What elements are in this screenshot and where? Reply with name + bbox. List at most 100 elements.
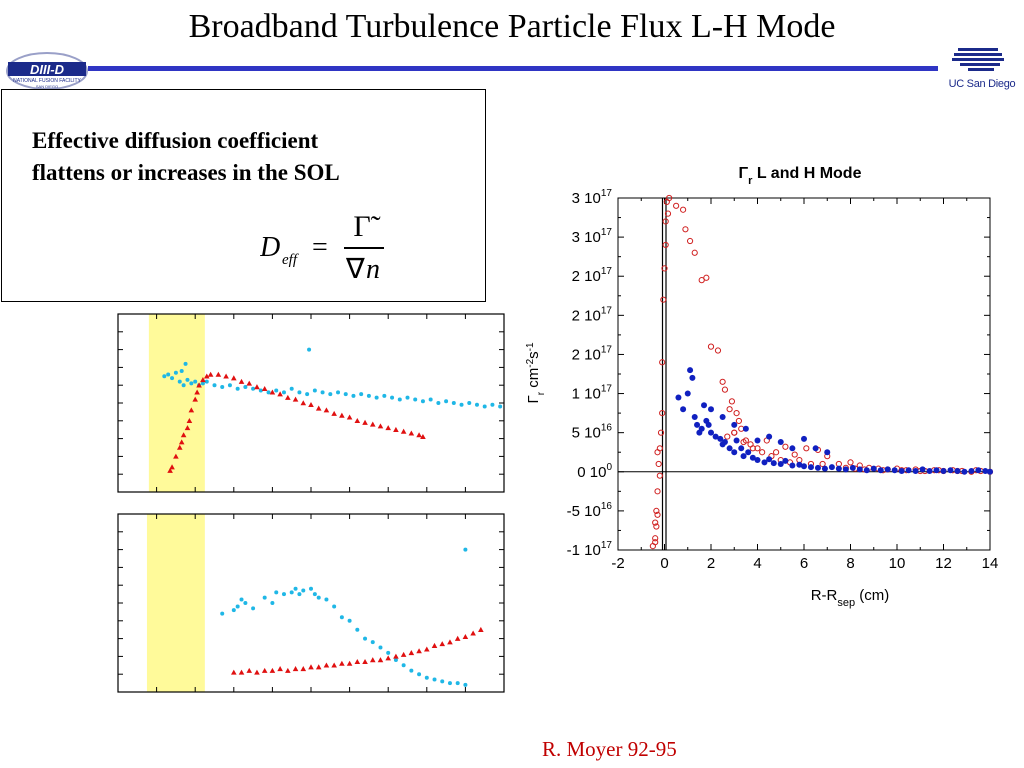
data-point	[270, 601, 275, 605]
upper-profile-chart	[117, 313, 505, 493]
data-point	[777, 439, 784, 446]
data-point	[714, 347, 722, 354]
chart-title-symbol: Γ	[739, 165, 749, 182]
data-point	[721, 386, 729, 393]
x-axis-label: R-Rsep (cm)	[811, 587, 890, 609]
data-point	[821, 465, 828, 472]
data-point	[238, 669, 245, 675]
logo-bar	[8, 62, 86, 76]
y-tick-label: 2 1017	[572, 305, 613, 324]
data-point	[807, 464, 814, 471]
data-point	[652, 535, 659, 542]
data-point	[343, 392, 348, 397]
data-point	[331, 662, 337, 668]
data-point	[687, 367, 694, 374]
data-point	[324, 597, 329, 602]
data-point	[258, 388, 263, 393]
data-point	[733, 437, 740, 444]
credit-text: R. Moyer 92-95	[542, 737, 677, 761]
data-point	[315, 664, 322, 670]
data-point	[269, 389, 276, 395]
data-point	[312, 592, 317, 597]
data-point	[328, 392, 333, 397]
data-point	[204, 379, 209, 384]
data-point	[828, 464, 835, 471]
data-point	[652, 539, 659, 546]
data-point	[726, 406, 733, 413]
data-point	[975, 467, 982, 474]
data-point	[754, 445, 761, 452]
formula-nabla: ∇	[345, 254, 365, 285]
data-point	[498, 404, 503, 409]
logo-stripes	[952, 48, 1004, 71]
data-point	[420, 399, 425, 404]
data-point	[292, 666, 299, 672]
data-point	[351, 393, 356, 398]
data-point	[712, 433, 719, 440]
data-point	[463, 682, 468, 687]
data-point	[789, 462, 796, 469]
data-point	[374, 395, 379, 400]
data-point	[183, 361, 188, 366]
data-point	[416, 432, 422, 438]
data-point	[305, 392, 310, 397]
diii-d-logo-icon: DIII-D NATIONAL FUSION FACILITY SAN DIEG…	[6, 52, 88, 90]
data-point	[366, 393, 371, 398]
data-point	[377, 657, 384, 663]
data-point	[370, 640, 375, 645]
data-point	[170, 376, 175, 381]
data-point	[177, 379, 182, 384]
data-point	[738, 445, 745, 452]
data-point	[431, 642, 438, 648]
separatrix-band	[148, 314, 205, 492]
x-tick-label: 4	[753, 555, 761, 572]
data-point	[884, 466, 891, 473]
data-point	[167, 467, 173, 473]
data-point	[777, 460, 784, 467]
data-point	[735, 417, 742, 425]
data-point	[721, 439, 728, 446]
data-point	[814, 464, 821, 471]
data-point	[694, 421, 701, 428]
data-point	[451, 401, 456, 405]
data-point	[162, 374, 167, 379]
data-point	[703, 274, 710, 281]
data-point	[339, 412, 345, 418]
data-point	[220, 611, 225, 616]
data-point	[354, 418, 361, 424]
data-point	[235, 604, 240, 609]
data-point	[926, 467, 933, 474]
data-point	[231, 669, 237, 675]
data-point	[307, 347, 312, 352]
data-point	[661, 265, 668, 272]
data-point	[393, 426, 399, 432]
data-point	[178, 439, 185, 445]
data-point	[385, 425, 391, 431]
data-point	[215, 371, 222, 377]
data-point	[203, 373, 210, 379]
data-point	[274, 388, 279, 393]
data-point	[698, 425, 705, 432]
lower-plot-area	[117, 513, 505, 693]
data-point	[173, 453, 179, 459]
data-point	[659, 359, 666, 366]
data-point	[251, 606, 256, 611]
data-point	[262, 595, 267, 600]
data-point	[354, 658, 361, 664]
data-point	[707, 343, 715, 350]
data-point	[662, 241, 669, 249]
data-point	[791, 451, 798, 458]
data-point	[261, 385, 268, 391]
data-point	[323, 407, 330, 413]
lower-profile-chart	[117, 513, 505, 693]
y-tick-label: 0 100	[577, 462, 612, 481]
data-point	[289, 386, 294, 391]
data-point	[424, 646, 430, 652]
data-point	[877, 467, 884, 474]
data-point	[657, 429, 665, 436]
data-point	[728, 398, 736, 405]
x-tick-label: 6	[800, 555, 808, 572]
data-point	[281, 592, 286, 597]
data-point	[691, 414, 698, 421]
plot-area: -2 0 2 4 6 8 10 12 14 -1 1017 -5 1016 0 100 5 1016 1 …	[567, 188, 999, 572]
